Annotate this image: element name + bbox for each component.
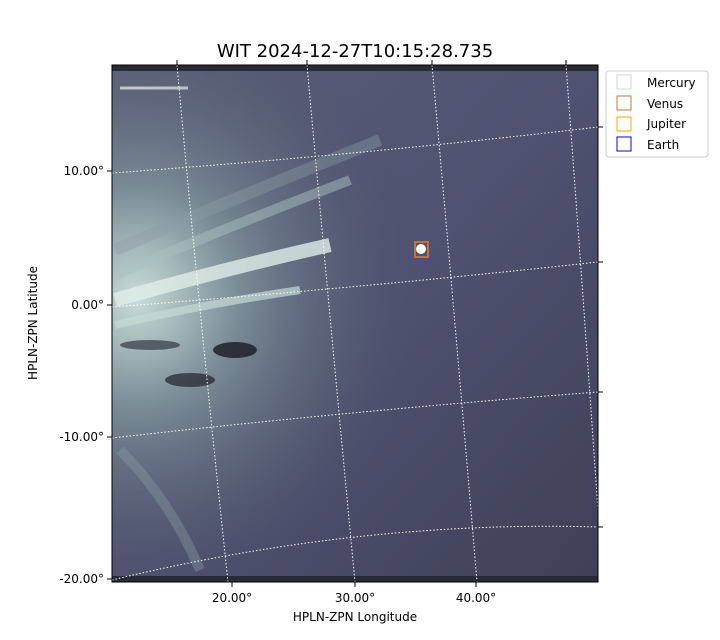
x-tick-label: 30.00°	[335, 591, 375, 605]
grid-lon-3	[431, 65, 478, 582]
grid-lon-1	[176, 65, 229, 582]
legend-swatch-earth	[616, 136, 632, 152]
legend-label-mercury: Mercury	[647, 76, 696, 90]
grid-lat-m20	[112, 525, 598, 581]
y-tick-label: -10.00°	[59, 430, 104, 444]
ticks	[107, 60, 603, 587]
x-tick-label: 20.00°	[212, 591, 252, 605]
y-tick-label: 10.00°	[64, 164, 104, 178]
x-tick-label: 40.00°	[456, 591, 496, 605]
image-area	[112, 65, 598, 582]
venus-marker	[414, 241, 429, 258]
legend-label-jupiter: Jupiter	[646, 117, 686, 131]
y-axis-label: HPLN-ZPN Latitude	[26, 266, 40, 380]
x-axis-label: HPLN-ZPN Longitude	[293, 610, 417, 624]
legend: Mercury Venus Jupiter Earth	[605, 70, 709, 158]
legend-swatch-venus	[616, 95, 632, 111]
grid-lat-0	[112, 261, 598, 308]
legend-label-venus: Venus	[647, 97, 683, 111]
legend-swatch-jupiter	[616, 116, 632, 132]
coordinate-grid	[112, 65, 598, 582]
grid-lat-10	[112, 126, 598, 174]
grid-lon-2	[306, 65, 356, 582]
legend-label-earth: Earth	[647, 138, 679, 152]
chart-title: WIT 2024-12-27T10:15:28.735	[217, 41, 493, 62]
y-tick-label: 0.00°	[71, 298, 104, 312]
legend-swatch-mercury	[616, 74, 632, 90]
y-tick-label: -20.00°	[59, 572, 104, 586]
